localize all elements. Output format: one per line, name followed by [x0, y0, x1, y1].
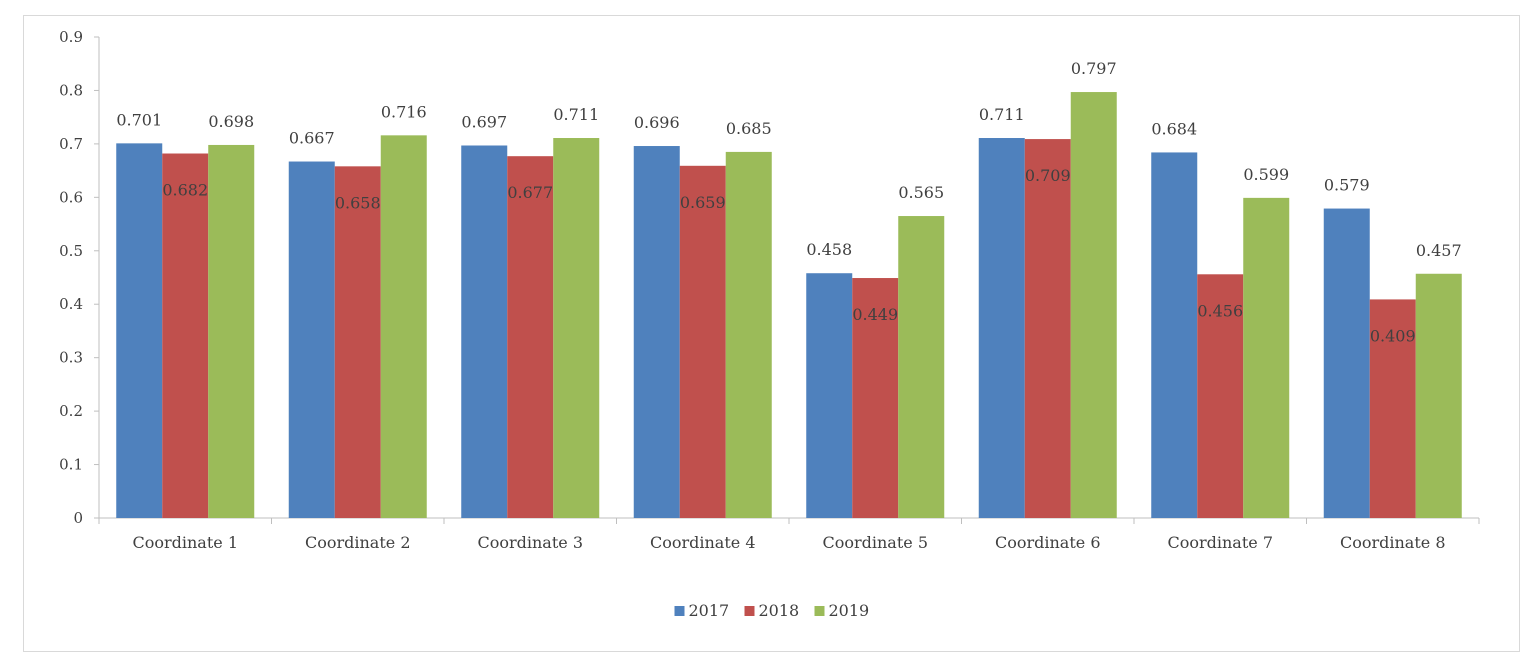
data-label: 0.709 — [1025, 166, 1071, 185]
x-tick-label: Coordinate 6 — [995, 533, 1101, 552]
data-label: 0.684 — [1151, 119, 1197, 138]
data-label: 0.698 — [208, 112, 254, 131]
axes: 0 0.1 0.2 0.3 0.4 0.5 0.6 0.7 0.8 0.9 Coordinate 1… — [59, 28, 1480, 552]
data-label: 0.458 — [806, 240, 852, 259]
y-tick-label: 0.2 — [59, 402, 83, 420]
x-tick-label: Coordinate 3 — [477, 533, 583, 552]
bar-2017-8 — [1323, 208, 1370, 518]
bar-2017-2 — [288, 161, 335, 518]
x-tick-label: Coordinate 5 — [822, 533, 928, 552]
bars — [116, 92, 1462, 519]
data-label: 0.685 — [726, 119, 772, 138]
data-label: 0.565 — [898, 183, 944, 202]
data-label: 0.711 — [979, 105, 1025, 124]
legend-label-2018: 2018 — [759, 601, 800, 620]
bar-2019-6 — [1070, 92, 1117, 518]
legend-swatch-2018 — [744, 606, 755, 616]
data-label: 0.658 — [335, 193, 381, 212]
y-tick-label: 0.4 — [59, 295, 83, 313]
data-label: 0.579 — [1324, 176, 1370, 195]
data-label: 0.456 — [1197, 301, 1243, 320]
bar-2018-2 — [334, 166, 381, 518]
data-label: 0.701 — [116, 110, 162, 129]
bar-2018-3 — [507, 156, 554, 519]
legend-label-2019: 2019 — [829, 601, 870, 620]
bar-2017-4 — [633, 146, 680, 518]
y-tick-label: 0.6 — [59, 188, 83, 206]
data-label: 0.449 — [852, 305, 898, 324]
bar-2018-4 — [679, 165, 726, 518]
bar-2017-3 — [461, 145, 508, 518]
legend-swatch-2017 — [674, 606, 685, 616]
bar-2019-4 — [725, 151, 772, 518]
bar-2017-5 — [806, 273, 853, 518]
y-tick-label: 0.1 — [59, 456, 83, 474]
data-label: 0.697 — [461, 112, 507, 131]
bar-2019-5 — [898, 216, 945, 519]
data-label: 0.716 — [381, 102, 427, 121]
data-label: 0.797 — [1071, 59, 1117, 78]
y-tick-label: 0 — [73, 509, 83, 527]
x-tick-label: Coordinate 8 — [1340, 533, 1446, 552]
bar-2017-7 — [1151, 152, 1198, 518]
x-tick-label: Coordinate 2 — [305, 533, 411, 552]
bar-2018-5 — [852, 278, 899, 518]
data-labels: 0.701 0.667 0.697 0.696 0.458 0.711 0.684 0.579… — [116, 59, 1461, 345]
y-tick-label: 0.8 — [59, 81, 83, 99]
bar-2017-1 — [116, 143, 163, 519]
legend-label-2017: 2017 — [689, 601, 730, 620]
bar-chart: 0 0.1 0.2 0.3 0.4 0.5 0.6 0.7 0.8 0.9 Coordinate 1… — [59, 28, 1480, 620]
y-tick-label: 0.7 — [59, 135, 83, 153]
y-tick-label: 0.5 — [59, 242, 83, 260]
legend-swatch-2019 — [814, 606, 825, 616]
y-tick-label: 0.9 — [59, 28, 83, 46]
data-label: 0.599 — [1243, 165, 1289, 184]
x-tick-label: Coordinate 1 — [132, 533, 238, 552]
bar-2019-2 — [380, 135, 427, 518]
data-label: 0.711 — [553, 105, 599, 124]
data-label: 0.682 — [162, 181, 208, 200]
data-label: 0.409 — [1370, 326, 1416, 345]
bar-2018-1 — [162, 153, 209, 518]
data-label: 0.667 — [289, 129, 335, 148]
data-label: 0.659 — [680, 193, 726, 212]
bar-2019-8 — [1415, 273, 1462, 518]
legend: 2017 2018 2019 — [674, 601, 870, 620]
bar-2019-1 — [208, 144, 255, 519]
x-tick-label: Coordinate 4 — [650, 533, 756, 552]
bar-2017-6 — [978, 138, 1025, 518]
x-tick-label: Coordinate 7 — [1167, 533, 1273, 552]
data-label: 0.677 — [507, 183, 553, 202]
chart-frame: 0 0.1 0.2 0.3 0.4 0.5 0.6 0.7 0.8 0.9 Coordinate 1… — [23, 15, 1520, 652]
bar-2018-8 — [1369, 299, 1416, 518]
bar-2018-6 — [1024, 139, 1071, 518]
data-label: 0.457 — [1416, 241, 1462, 260]
bar-2019-7 — [1243, 197, 1290, 518]
y-tick-label: 0.3 — [59, 349, 83, 367]
bar-2019-3 — [553, 138, 600, 518]
data-label: 0.696 — [634, 113, 680, 132]
bar-2018-7 — [1197, 274, 1244, 518]
